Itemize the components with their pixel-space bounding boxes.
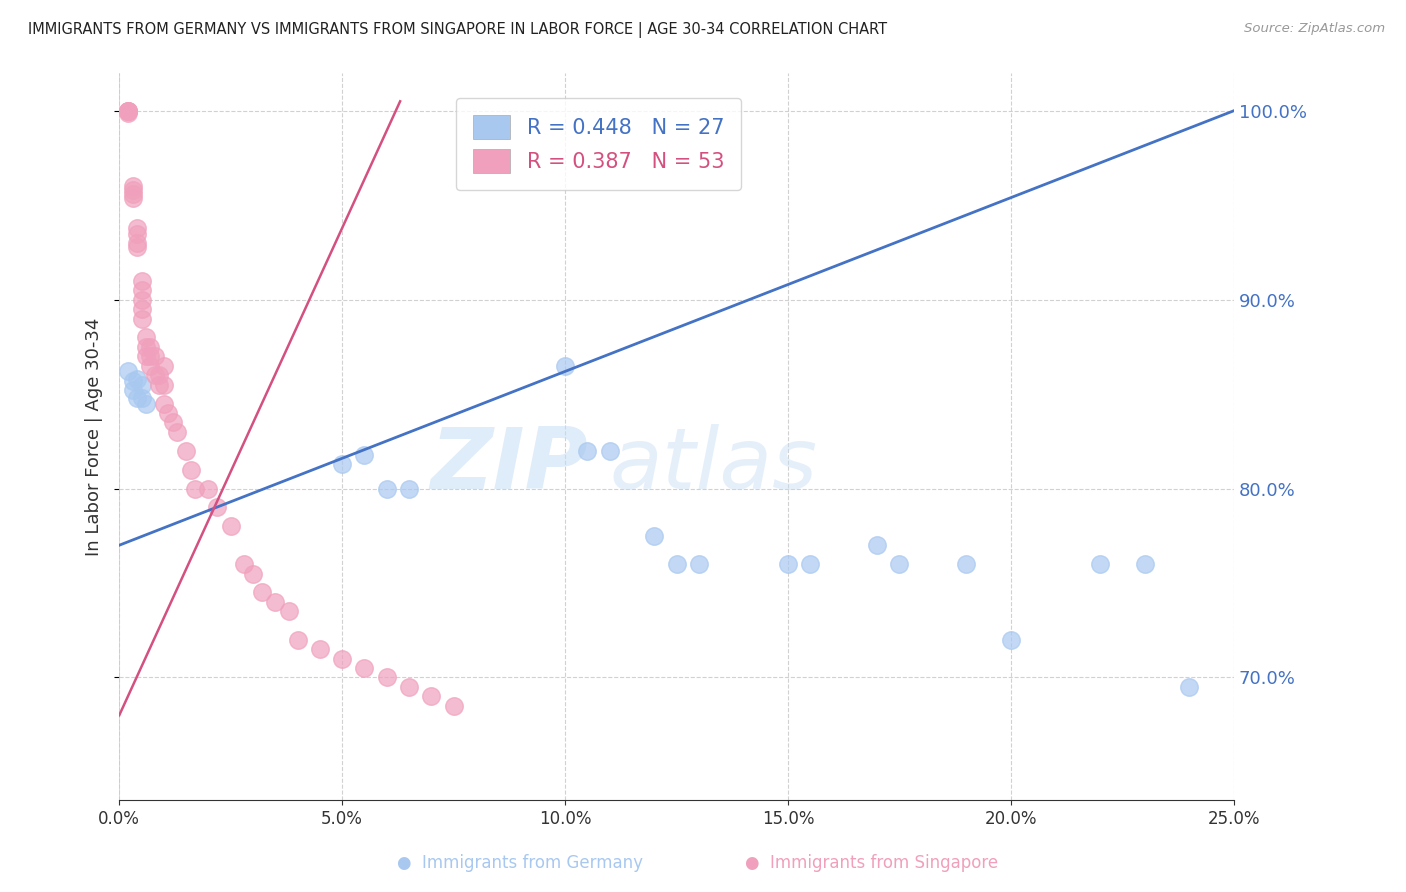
Point <box>219 519 242 533</box>
Point <box>375 482 398 496</box>
Point <box>127 220 149 235</box>
Point <box>127 372 149 386</box>
Point <box>143 349 166 363</box>
Point <box>166 425 188 439</box>
Point <box>264 595 287 609</box>
Point <box>117 103 139 118</box>
Point <box>184 482 207 496</box>
Point <box>174 443 197 458</box>
Point <box>665 557 688 571</box>
Point <box>157 406 180 420</box>
Text: ●  Immigrants from Germany: ● Immigrants from Germany <box>398 855 643 872</box>
Point <box>148 377 170 392</box>
Point <box>121 191 143 205</box>
Point <box>131 283 153 297</box>
Text: ZIP: ZIP <box>430 425 588 508</box>
Point <box>121 384 143 398</box>
Legend: R = 0.448   N = 27, R = 0.387   N = 53: R = 0.448 N = 27, R = 0.387 N = 53 <box>456 98 741 190</box>
Point <box>135 340 157 354</box>
Point <box>420 690 443 704</box>
Point <box>153 359 176 373</box>
Point <box>135 349 157 363</box>
Point <box>117 103 139 118</box>
Point <box>398 680 420 694</box>
Point <box>180 463 202 477</box>
Point <box>599 443 621 458</box>
Point <box>197 482 219 496</box>
Point <box>207 500 229 515</box>
Point <box>127 391 149 405</box>
Point <box>162 416 184 430</box>
Point <box>139 340 162 354</box>
Point <box>121 186 143 201</box>
Point <box>799 557 821 571</box>
Text: Source: ZipAtlas.com: Source: ZipAtlas.com <box>1244 22 1385 36</box>
Point <box>330 651 353 665</box>
Point <box>309 642 332 657</box>
Point <box>135 396 157 410</box>
Point <box>153 377 176 392</box>
Point <box>121 183 143 197</box>
Point <box>127 227 149 241</box>
Point <box>576 443 599 458</box>
Point <box>117 103 139 118</box>
Point <box>131 391 153 405</box>
Point <box>131 377 153 392</box>
Point <box>277 604 299 618</box>
Point <box>233 557 256 571</box>
Text: ●  Immigrants from Singapore: ● Immigrants from Singapore <box>745 855 998 872</box>
Point <box>1133 557 1156 571</box>
Point <box>353 448 375 462</box>
Point <box>353 661 375 675</box>
Point <box>1178 680 1201 694</box>
Point <box>889 557 911 571</box>
Point <box>250 585 273 599</box>
Point <box>117 364 139 378</box>
Point <box>121 374 143 388</box>
Point <box>242 566 264 581</box>
Point <box>1088 557 1111 571</box>
Point <box>554 359 576 373</box>
Point <box>776 557 799 571</box>
Point <box>139 359 162 373</box>
Point <box>287 632 309 647</box>
Point <box>143 368 166 383</box>
Point <box>131 311 153 326</box>
Point <box>127 235 149 250</box>
Point <box>121 179 143 194</box>
Point <box>131 302 153 317</box>
Point <box>135 330 157 344</box>
Point <box>117 103 139 118</box>
Y-axis label: In Labor Force | Age 30-34: In Labor Force | Age 30-34 <box>86 318 103 556</box>
Point <box>866 538 889 552</box>
Point <box>117 105 139 120</box>
Point <box>153 396 176 410</box>
Point <box>148 368 170 383</box>
Point <box>131 293 153 307</box>
Point <box>955 557 977 571</box>
Point <box>139 349 162 363</box>
Text: IMMIGRANTS FROM GERMANY VS IMMIGRANTS FROM SINGAPORE IN LABOR FORCE | AGE 30-34 : IMMIGRANTS FROM GERMANY VS IMMIGRANTS FR… <box>28 22 887 38</box>
Point <box>398 482 420 496</box>
Point <box>127 240 149 254</box>
Point <box>688 557 710 571</box>
Point <box>643 529 665 543</box>
Point <box>443 698 465 713</box>
Point <box>330 457 353 471</box>
Point <box>375 670 398 684</box>
Point <box>131 274 153 288</box>
Text: atlas: atlas <box>610 425 818 508</box>
Point <box>1000 632 1022 647</box>
